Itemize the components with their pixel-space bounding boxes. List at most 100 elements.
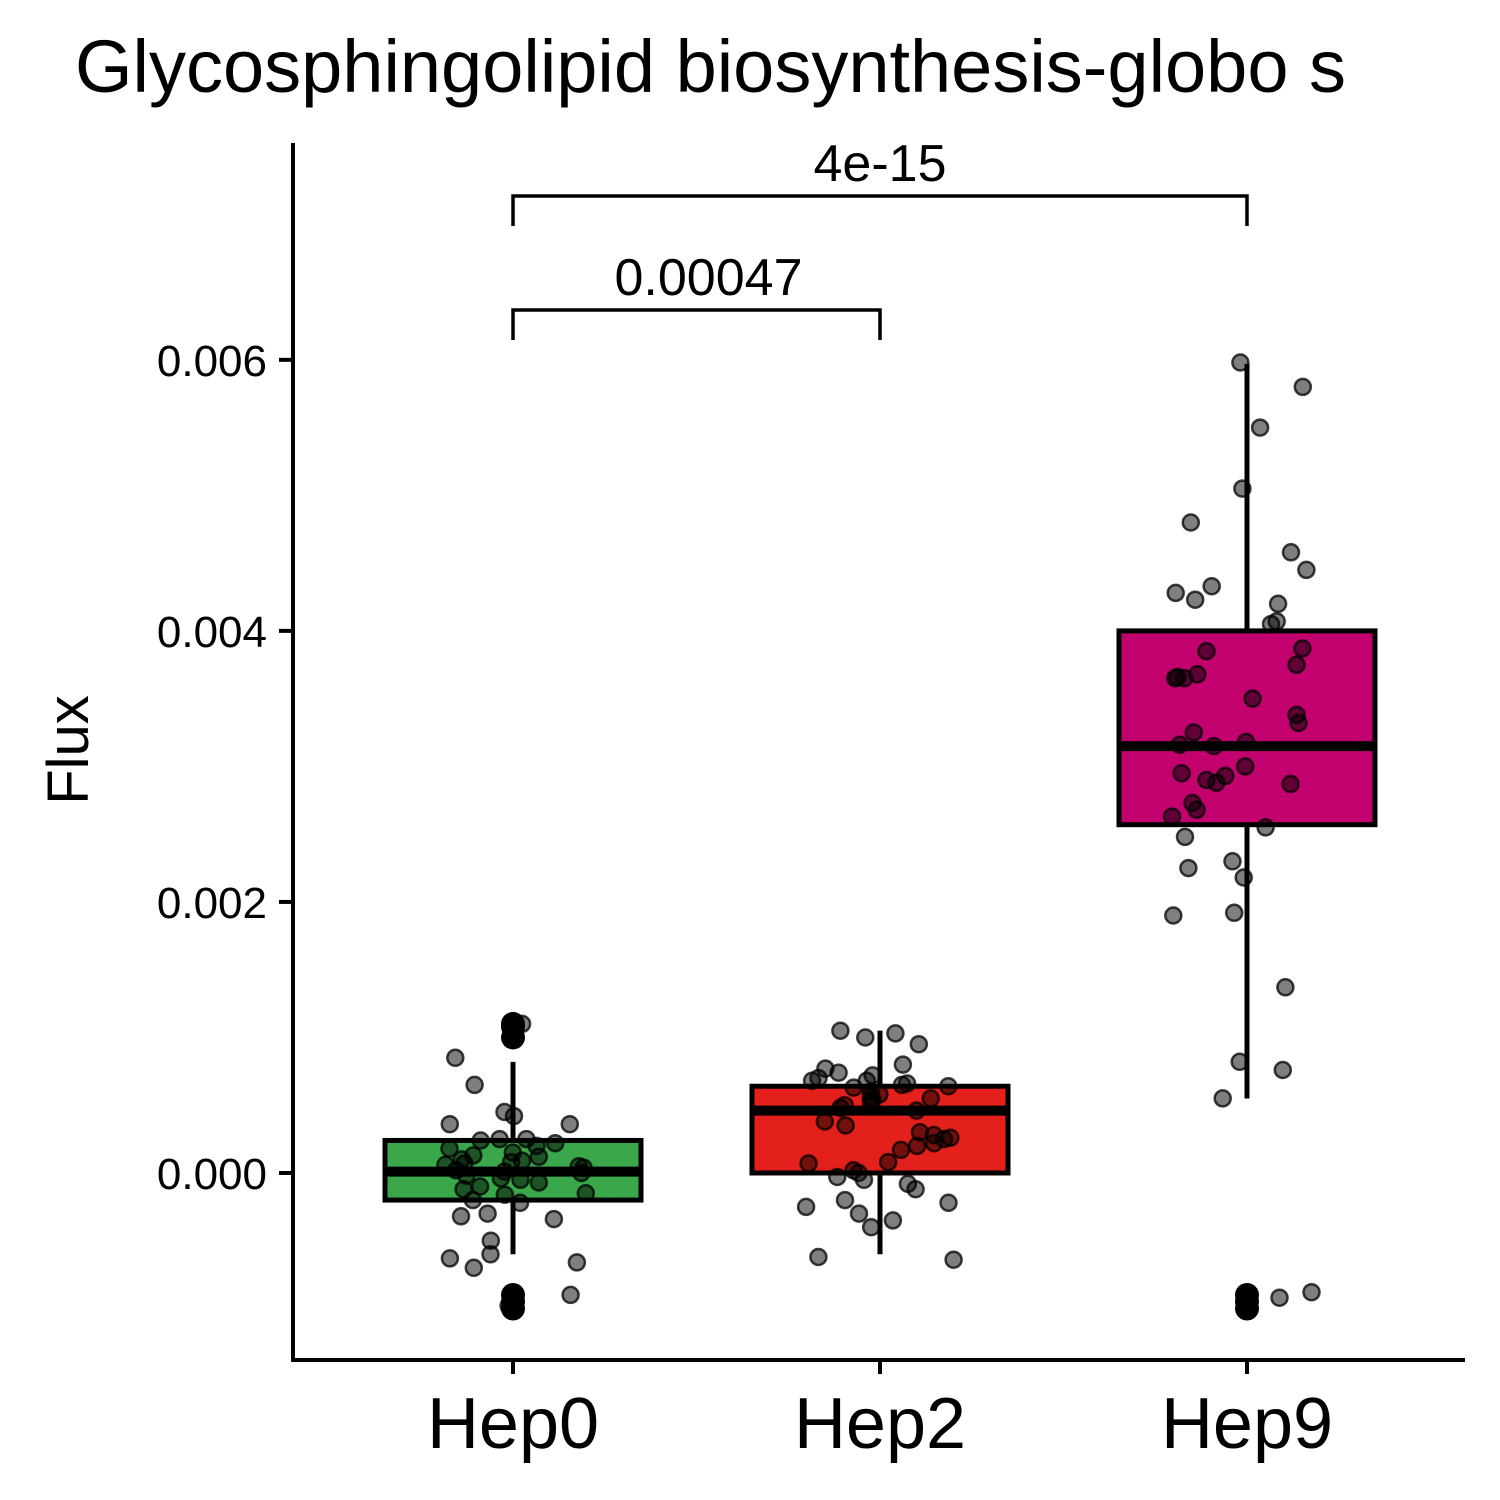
jitter-point	[1270, 1288, 1289, 1307]
jitter-point	[440, 1114, 460, 1134]
jitter-point	[909, 1034, 929, 1054]
x-tick-label: Hep2	[794, 1384, 966, 1464]
jitter-point	[1293, 377, 1313, 397]
p-value-label: 0.00047	[615, 249, 803, 307]
jitter-point	[1256, 818, 1275, 837]
bracket-line	[511, 308, 882, 340]
jitter-point	[1223, 852, 1242, 871]
jitter-point	[907, 1136, 927, 1156]
jitter-point	[1302, 1282, 1321, 1302]
jitter-point	[446, 1048, 465, 1068]
jitter-point	[1289, 713, 1308, 733]
jitter-point	[939, 1193, 958, 1213]
boxplot-hep2	[749, 1030, 1011, 1255]
y-tick-label: 0.002	[157, 879, 267, 928]
jitter-point	[939, 1076, 958, 1096]
jitter-point	[1234, 868, 1253, 887]
jitter-point	[831, 1098, 850, 1118]
jitter-point	[465, 1075, 484, 1095]
jitter-point	[499, 1296, 518, 1316]
jitter-point	[883, 1211, 903, 1230]
jitter-point	[829, 1063, 848, 1082]
jitter-point	[560, 1114, 580, 1134]
jitter-point	[1281, 543, 1301, 562]
boxplot-hep9	[1116, 363, 1378, 1321]
jitter-point	[893, 1055, 913, 1074]
jitter-point	[1243, 689, 1262, 708]
jitter-point	[1213, 1089, 1232, 1108]
jitter-point	[471, 1131, 490, 1150]
y-tick-label: 0.006	[157, 337, 267, 386]
y-axis-label: Flux	[36, 695, 101, 805]
jitter-point	[1268, 594, 1288, 614]
box	[1116, 628, 1378, 828]
x-tick-label: Hep0	[427, 1384, 599, 1464]
jitter-point	[831, 1021, 850, 1040]
jitter-point	[856, 1028, 875, 1047]
jitter-point	[886, 1024, 905, 1043]
jitter-point	[504, 1106, 524, 1126]
y-tick-label: 0.004	[157, 608, 267, 657]
jitter-point	[1181, 513, 1201, 532]
jitter-point	[836, 1116, 855, 1135]
jitter-point	[529, 1147, 549, 1166]
jitter-point	[1185, 590, 1205, 609]
jitter-point	[802, 1071, 822, 1091]
jitter-point	[1165, 669, 1185, 688]
jitter-point	[924, 1133, 944, 1153]
jitter-point	[1175, 827, 1195, 847]
jitter-point	[1273, 1060, 1293, 1080]
jitter-point	[1236, 732, 1256, 752]
y-tick-label: 0.000	[157, 1150, 267, 1199]
jitter-point	[561, 1285, 580, 1305]
jitter-point	[510, 1193, 530, 1213]
jitter-point	[481, 1245, 500, 1264]
jitter-point	[544, 1209, 564, 1229]
jitter-point	[1233, 479, 1252, 498]
jitter-point	[478, 1204, 497, 1223]
jitter-point	[1261, 614, 1281, 634]
chart-title: Glycosphingolipid biosynthesis-globo s	[75, 25, 1346, 108]
jitter-point	[828, 1167, 847, 1187]
jitter-point	[529, 1173, 549, 1192]
jitter-point	[1164, 906, 1183, 925]
jitter-point	[512, 1014, 532, 1034]
jitter-point	[892, 1075, 912, 1095]
jitter-point	[1172, 763, 1191, 783]
jitter-point	[1230, 1052, 1249, 1072]
jitter-point	[861, 1093, 881, 1112]
jitter-point	[572, 1163, 591, 1183]
jitter-point	[1166, 583, 1185, 603]
data-points	[436, 353, 1321, 1316]
jitter-point	[878, 1152, 898, 1172]
jitter-point	[849, 1204, 869, 1223]
jitter-point	[1250, 418, 1270, 437]
jitter-point	[1184, 723, 1204, 742]
jitter-point	[576, 1184, 596, 1203]
jitter-point	[1207, 773, 1226, 792]
jitter-point	[796, 1197, 816, 1217]
jitter-point	[1170, 735, 1190, 754]
jitter-point	[1224, 903, 1244, 923]
x-tick-label: Hep9	[1161, 1384, 1333, 1464]
jitter-point	[567, 1253, 587, 1272]
jitter-point	[861, 1217, 881, 1237]
jitter-point	[1235, 757, 1255, 776]
jitter-point	[1204, 736, 1224, 756]
jitter-point	[1297, 560, 1316, 580]
jitter-point	[511, 1170, 530, 1190]
jitter-point	[906, 1179, 925, 1199]
jitter-point	[1287, 655, 1306, 675]
jitter-point	[1179, 858, 1198, 878]
jitter-point	[1276, 978, 1295, 997]
p-value-label: 4e-15	[814, 135, 947, 193]
jitter-point	[1293, 639, 1312, 658]
axes: 0.000 0.002 0.004 0.006 Hep0 Hep2 Hep9	[157, 143, 1465, 1464]
jitter-point	[835, 1190, 855, 1210]
jitter-point	[921, 1089, 941, 1108]
jitter-point	[799, 1154, 818, 1173]
jitter-point	[1202, 576, 1221, 596]
outlier-point	[1235, 1296, 1259, 1321]
